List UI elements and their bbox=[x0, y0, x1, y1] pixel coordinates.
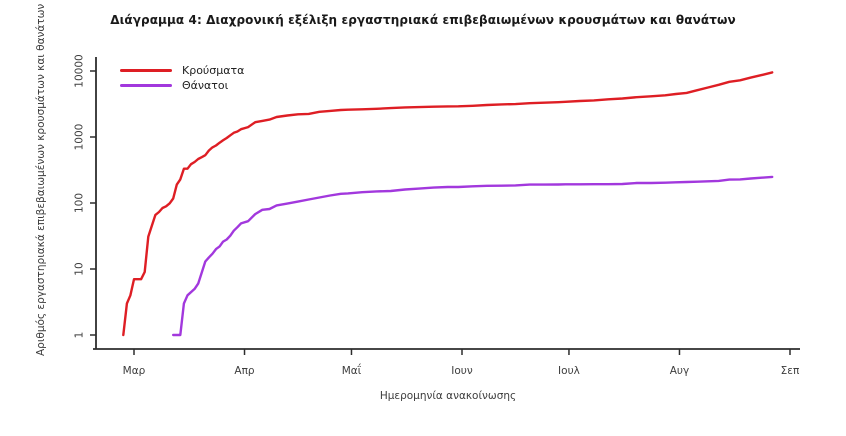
legend-item-deaths: Θάνατοι bbox=[120, 78, 244, 93]
x-tick-label: Σεπ bbox=[781, 365, 800, 377]
cases-line-swatch bbox=[120, 69, 172, 72]
legend-item-cases: Κρούσματα bbox=[120, 63, 244, 78]
legend: Κρούσματα Θάνατοι bbox=[120, 63, 244, 93]
y-tick-label: 1 bbox=[74, 332, 86, 339]
x-tick-label: Απρ bbox=[234, 365, 255, 377]
x-axis-label: Ημερομηνία ανακοίνωσης bbox=[379, 390, 517, 402]
deaths-line-swatch bbox=[120, 84, 172, 87]
legend-label-deaths: Θάνατοι bbox=[182, 79, 229, 92]
x-tick-label: Μαΐ bbox=[342, 363, 362, 377]
y-tick-label: 10 bbox=[74, 262, 86, 275]
series-line-cases bbox=[122, 71, 774, 337]
x-tick-label: Ιουν bbox=[451, 365, 473, 377]
x-tick-label: Μαρ bbox=[123, 365, 146, 377]
chart-title: Διάγραμμα 4: Διαχρονική εξέλιξη εργαστηρ… bbox=[110, 13, 736, 27]
x-tick-label: Αυγ bbox=[670, 365, 689, 377]
series-line-deaths bbox=[171, 175, 774, 337]
legend-label-cases: Κρούσματα bbox=[182, 64, 245, 77]
x-tick-label: Ιουλ bbox=[558, 365, 580, 377]
y-tick-label: 100 bbox=[74, 193, 86, 213]
y-tick-label: 10000 bbox=[74, 54, 86, 87]
y-tick-label: 1000 bbox=[74, 124, 86, 151]
y-axis-label: Αριθμός εργαστηριακά επιβεβαιωμένων κρου… bbox=[35, 3, 47, 356]
